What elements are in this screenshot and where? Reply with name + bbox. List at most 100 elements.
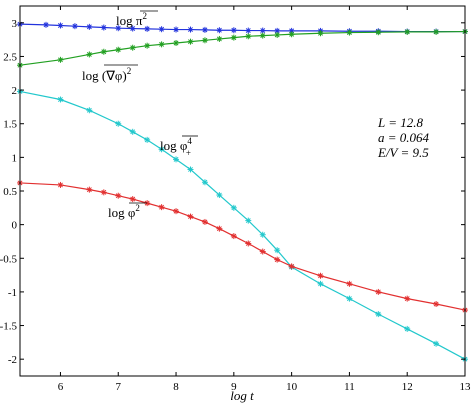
data-point (115, 46, 122, 53)
data-point (100, 189, 107, 196)
annotation-a: a = 0.064 (378, 130, 430, 145)
data-point (187, 166, 194, 173)
data-point (404, 325, 411, 332)
data-point (144, 25, 151, 32)
x-tick-label: 10 (286, 381, 298, 393)
data-point (158, 26, 165, 33)
data-point (158, 146, 165, 153)
data-point (259, 32, 266, 39)
data-point (57, 56, 64, 63)
data-point (129, 128, 136, 135)
series-label-phi4: log φ4 + (160, 136, 192, 158)
data-point (216, 192, 223, 199)
data-point (57, 181, 64, 188)
data-point (245, 33, 252, 40)
series-line-1 (19, 30, 466, 66)
data-point (86, 186, 93, 193)
series-line-3 (19, 182, 466, 311)
data-point (375, 288, 382, 295)
data-point (71, 23, 78, 30)
data-point (173, 26, 180, 33)
data-point (158, 41, 165, 48)
data-point (201, 26, 208, 33)
data-point (216, 35, 223, 42)
data-point (115, 120, 122, 127)
data-point (274, 31, 281, 38)
data-point (129, 25, 136, 32)
series-line-2 (19, 90, 466, 360)
data-point (346, 295, 353, 302)
data-point (86, 23, 93, 30)
y-tick-label: -1.5 (0, 321, 17, 333)
data-point (274, 27, 281, 34)
data-point (57, 22, 64, 29)
x-tick-label: 6 (58, 381, 64, 393)
data-point (115, 192, 122, 199)
y-tick-label: -2 (8, 354, 17, 366)
data-point (187, 213, 194, 220)
data-point (245, 27, 252, 34)
data-point (144, 42, 151, 49)
series-label-phi2: log φ2 (108, 203, 140, 220)
x-tick-label: 12 (402, 381, 413, 393)
data-point (245, 217, 252, 224)
data-point (129, 44, 136, 51)
data-point (173, 156, 180, 163)
x-tick-label: 7 (115, 381, 121, 393)
data-point (115, 25, 122, 32)
data-point (216, 27, 223, 34)
data-point (216, 225, 223, 232)
annotation-ev: E/V = 9.5 (377, 145, 429, 160)
x-axis-label: log t (230, 388, 254, 403)
annotation-L: L = 12.8 (377, 115, 424, 130)
data-point (259, 231, 266, 238)
series-layer (17, 21, 468, 363)
data-point (274, 256, 281, 263)
data-point (144, 136, 151, 143)
ticks-layer: 6 7 8 9 10 11 12 13 -2 -1.5 -1 -0.5 0 0.5 1 1.5 2 2.5 3 (0, 6, 471, 393)
data-point (317, 30, 324, 37)
data-point (433, 340, 440, 347)
data-point (158, 204, 165, 211)
y-tick-label: 2 (12, 85, 18, 97)
series-line-0 (19, 23, 465, 33)
data-point (433, 28, 440, 35)
data-point (201, 37, 208, 44)
data-point (375, 311, 382, 318)
y-tick-label: 3 (12, 18, 18, 30)
x-tick-label: 11 (344, 381, 355, 393)
data-point (288, 263, 295, 270)
series-label-grad: log (∇φ)2 (82, 66, 131, 83)
data-point (317, 280, 324, 287)
plot-frame (19, 5, 466, 377)
data-point (230, 34, 237, 41)
data-point (57, 96, 64, 103)
data-point (43, 21, 50, 28)
y-tick-label: 0 (12, 220, 18, 232)
data-point (230, 233, 237, 240)
data-point (346, 29, 353, 36)
data-point (259, 27, 266, 34)
data-point (245, 240, 252, 247)
data-point (129, 196, 136, 203)
data-point (173, 40, 180, 46)
data-point (288, 31, 295, 38)
data-point (201, 218, 208, 225)
y-tick-label: -0.5 (0, 253, 17, 265)
data-point (86, 107, 93, 114)
y-tick-label: -1 (8, 287, 17, 299)
data-point (201, 179, 208, 186)
data-point (404, 295, 411, 302)
data-point (317, 272, 324, 279)
data-point (259, 248, 266, 255)
series-label-pi2: log π2 (116, 11, 147, 28)
data-point (346, 280, 353, 287)
x-tick-label: 9 (231, 381, 237, 393)
x-tick-label: 13 (460, 381, 472, 393)
data-point (230, 204, 237, 211)
y-tick-label: 2.5 (3, 51, 17, 63)
x-tick-label: 8 (173, 381, 179, 393)
data-point (173, 208, 180, 215)
data-point (433, 301, 440, 308)
